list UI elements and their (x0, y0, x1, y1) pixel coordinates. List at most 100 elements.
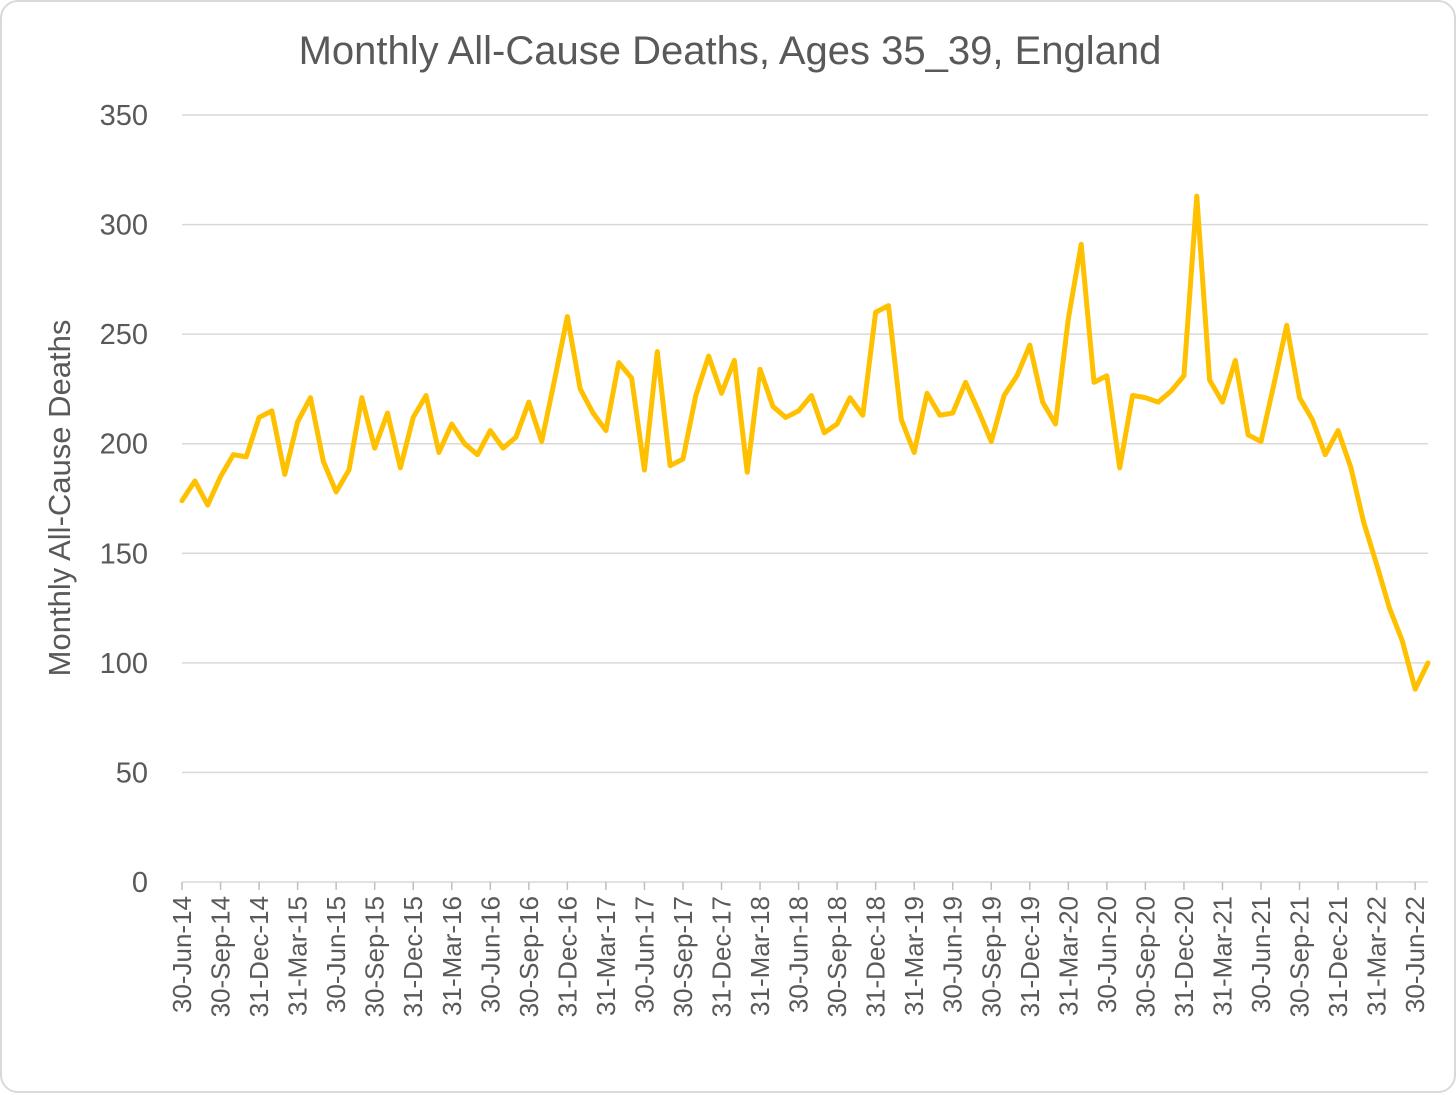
data-point (436, 449, 442, 455)
x-tick-label: 30-Sep-19 (976, 896, 1006, 1017)
data-point (410, 414, 416, 420)
x-axis-ticks: 30-Jun-14 30-Sep-14 31-Dec-14 31-Mar-15 30-J… (167, 882, 1430, 1017)
x-tick-label: 30-Jun-18 (784, 896, 814, 1013)
x-tick-label: 31-Mar-22 (1362, 896, 1392, 1016)
y-tick-label: 0 (132, 867, 148, 899)
x-tick-label: 31-Mar-16 (437, 896, 467, 1016)
series-line (179, 193, 1431, 692)
data-point (796, 408, 802, 414)
x-tick-label: 30-Sep-17 (668, 896, 698, 1017)
x-tick-label: 31-Mar-15 (283, 896, 313, 1016)
data-point (988, 439, 994, 445)
data-point (577, 386, 583, 392)
y-tick-label: 200 (100, 429, 148, 461)
data-point (1040, 399, 1046, 405)
data-point (1219, 399, 1225, 405)
data-point (256, 414, 262, 420)
data-point (269, 408, 275, 414)
data-point (873, 309, 879, 315)
y-tick-label: 300 (100, 210, 148, 242)
data-point (192, 478, 198, 484)
x-tick-label: 30-Jun-19 (938, 896, 968, 1013)
data-point (963, 379, 969, 385)
data-point (1361, 520, 1367, 526)
data-point (230, 452, 236, 458)
data-point (770, 403, 776, 409)
data-point (924, 390, 930, 396)
series-group (179, 193, 1431, 692)
data-point (1425, 660, 1431, 666)
x-tick-label: 31-Dec-20 (1169, 896, 1199, 1017)
x-tick-label: 31-Mar-19 (899, 896, 929, 1016)
x-tick-label: 30-Sep-16 (514, 896, 544, 1017)
y-tick-label: 100 (100, 648, 148, 680)
data-point (1168, 388, 1174, 394)
data-point (1374, 561, 1380, 567)
data-point (680, 456, 686, 462)
data-point (1142, 395, 1148, 401)
data-point (1284, 322, 1290, 328)
data-point (911, 449, 917, 455)
x-tick-label: 30-Sep-14 (206, 896, 236, 1017)
data-point (282, 471, 288, 477)
data-point (860, 412, 866, 418)
data-point (539, 439, 545, 445)
data-point (218, 474, 224, 480)
data-point (1181, 373, 1187, 379)
data-point (719, 390, 725, 396)
x-tick-label: 30-Jun-16 (475, 896, 505, 1013)
data-point (847, 395, 853, 401)
y-tick-label: 250 (100, 319, 148, 351)
x-tick-label: 30-Jun-21 (1246, 896, 1276, 1013)
y-axis-ticks: 0 50 100 150 200 250 300 350 (100, 100, 148, 899)
data-point (462, 441, 468, 447)
data-point (487, 428, 493, 434)
data-point (975, 408, 981, 414)
data-point (1027, 342, 1033, 348)
x-tick-label: 31-Mar-17 (591, 896, 621, 1016)
x-tick-label: 31-Mar-21 (1207, 896, 1237, 1016)
data-point (654, 349, 660, 355)
data-point (1078, 241, 1084, 247)
data-point (179, 498, 185, 504)
data-point (629, 375, 635, 381)
x-tick-label: 31-Dec-19 (1015, 896, 1045, 1017)
data-point (950, 410, 956, 416)
data-point (1322, 452, 1328, 458)
data-point (1335, 428, 1341, 434)
x-tick-label: 31-Dec-18 (861, 896, 891, 1017)
x-tick-label: 30-Jun-15 (321, 896, 351, 1013)
data-point (1271, 382, 1277, 388)
data-point (667, 463, 673, 469)
gridlines (182, 114, 1428, 774)
data-point (616, 360, 622, 366)
x-tick-label: 31-Dec-16 (552, 896, 582, 1017)
data-point (474, 452, 480, 458)
data-point (372, 445, 378, 451)
data-point (397, 465, 403, 471)
data-point (1399, 638, 1405, 644)
data-point (1117, 465, 1123, 471)
data-point (1309, 417, 1315, 423)
x-tick-label: 30-Jun-20 (1092, 896, 1122, 1013)
data-point (1245, 432, 1251, 438)
x-tick-label: 30-Sep-21 (1285, 896, 1315, 1017)
x-tick-label: 30-Sep-20 (1130, 896, 1160, 1017)
data-point (1052, 421, 1058, 427)
data-point (744, 469, 750, 475)
data-point (513, 434, 519, 440)
data-point (693, 393, 699, 399)
data-point (898, 417, 904, 423)
data-point (1386, 605, 1392, 611)
data-point (1091, 379, 1097, 385)
x-tick-label: 30-Sep-15 (360, 896, 390, 1017)
data-point (423, 393, 429, 399)
data-point (333, 489, 339, 495)
x-tick-label: 30-Jun-17 (629, 896, 659, 1013)
data-point (1207, 377, 1213, 383)
data-point (1232, 357, 1238, 363)
data-point (359, 395, 365, 401)
data-point (783, 414, 789, 420)
